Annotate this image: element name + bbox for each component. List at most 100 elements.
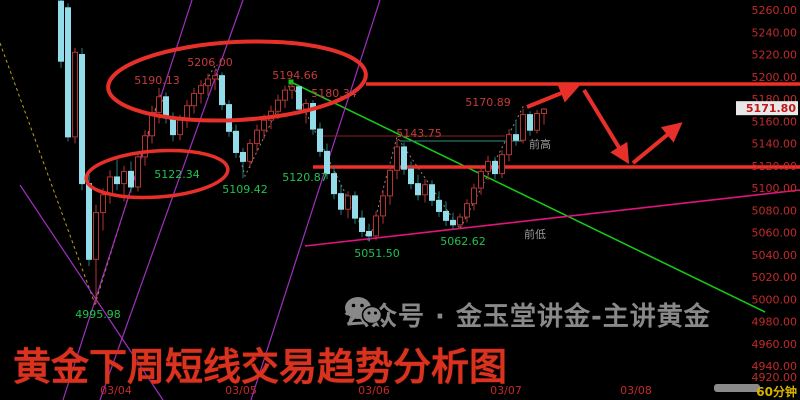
candle-down: [401, 146, 407, 170]
candle-down: [324, 150, 330, 175]
purple-channel-line-1[interactable]: [62, 0, 193, 400]
rising-pink-trendline[interactable]: [304, 189, 800, 247]
candle-up: [541, 108, 547, 115]
candle-down: [86, 183, 92, 260]
candle-down: [450, 219, 456, 226]
swing-label: 5194.66: [272, 69, 318, 82]
candle-up: [457, 216, 463, 226]
current-price-text: 5171.80: [746, 102, 796, 115]
y-axis-label: 5120.00: [752, 160, 798, 173]
candle-down: [366, 230, 372, 237]
candle-up: [534, 113, 540, 131]
swing-label: 4995.98: [75, 308, 121, 321]
candle-up: [345, 195, 351, 210]
candle-up: [72, 51, 78, 138]
candle-up: [198, 85, 204, 94]
candle-up: [478, 170, 484, 189]
candle-up: [387, 169, 393, 197]
low-highlight-ellipse: [84, 148, 230, 200]
candle-up: [380, 195, 386, 217]
swing-label: 5051.50: [354, 247, 400, 260]
forecast-arrow-up-2: [631, 122, 683, 165]
swing-label: 5062.62: [440, 235, 486, 248]
candle-down: [429, 184, 435, 201]
y-axis-label: 5160.00: [752, 115, 798, 128]
chart-title: 黄金下周短线交易趋势分析图: [13, 345, 508, 389]
candle-up: [177, 119, 183, 136]
y-axis-label: 5060.00: [752, 227, 798, 240]
candle-up: [261, 119, 267, 131]
candle-up: [485, 160, 491, 172]
candle-down: [527, 114, 533, 131]
candle-up: [205, 78, 211, 87]
forecast-arrow-up-1: [526, 83, 580, 109]
purple-channel-line-3[interactable]: [250, 0, 381, 400]
swing-label: 5206.00: [187, 56, 233, 69]
y-axis-label: 4960.00: [752, 338, 798, 351]
candle-down: [338, 193, 344, 210]
swing-label: 5190.13: [134, 74, 180, 87]
timeframe-label[interactable]: 60分钟: [756, 385, 797, 399]
swing-label: 5170.89: [465, 96, 511, 109]
x-axis-date: 03/08: [620, 384, 652, 397]
candle-up: [282, 89, 288, 101]
candle-up: [156, 96, 162, 113]
candle-up: [254, 129, 260, 145]
y-axis-label: 5000.00: [752, 293, 798, 306]
swing-label: 5122.34: [154, 168, 200, 181]
candle-down: [233, 130, 239, 153]
candle-down: [226, 104, 232, 132]
swing-label: 前高: [529, 137, 551, 151]
candle-up: [289, 86, 295, 91]
candle-down: [128, 170, 134, 188]
candle-down: [58, 0, 64, 62]
y-axis-label: 5080.00: [752, 204, 798, 217]
x-axis-date: 03/07: [490, 384, 522, 397]
candle-up: [191, 92, 197, 107]
candle-up: [100, 194, 106, 214]
current-price-tag: [736, 101, 798, 116]
candle-down: [492, 160, 498, 175]
candle-down: [310, 102, 316, 130]
scrollbar-thumb[interactable]: [714, 384, 760, 392]
time-axis: 60分钟 03/04 03/05 03/06 03/07 03/08: [0, 381, 800, 400]
candle-down: [296, 86, 302, 110]
swing-label: 5143.75: [396, 127, 442, 140]
y-axis-label: 4920.00: [752, 371, 798, 384]
candle-down: [513, 134, 519, 141]
candle-up: [471, 187, 477, 205]
candle-down: [359, 217, 365, 232]
y-axis-label: 5240.00: [752, 26, 798, 39]
candle-down: [219, 75, 225, 106]
purple-channel-line-2[interactable]: [99, 0, 244, 400]
swing-label: 5180.34: [311, 87, 357, 100]
candle-up: [212, 75, 218, 80]
candle-up: [373, 215, 379, 237]
descending-green-trendline[interactable]: [290, 81, 766, 313]
candle-up: [394, 146, 400, 171]
candle-up: [422, 184, 428, 196]
yellow-dashed-v: [0, 42, 161, 306]
candle-down: [317, 128, 323, 152]
candle-down: [436, 199, 442, 212]
candle-down: [352, 195, 358, 219]
x-axis-date: 03/06: [358, 384, 390, 397]
forecast-arrow-down: [582, 88, 630, 165]
candle-up: [247, 143, 253, 162]
purple-falling-line[interactable]: [19, 184, 164, 400]
y-axis-label: 5040.00: [752, 249, 798, 262]
candle-down: [240, 151, 246, 162]
swing-label: 5120.87: [282, 171, 328, 184]
candle-down: [443, 210, 449, 221]
swing-label: 前低: [524, 227, 546, 241]
candle-down: [415, 183, 421, 196]
candle-down: [408, 168, 414, 185]
top-highlight-ellipse: [106, 39, 368, 123]
candle-up: [464, 203, 470, 218]
swing-label: 5109.42: [222, 183, 268, 196]
candle-down: [331, 173, 337, 195]
y-axis-label: 5200.00: [752, 71, 798, 84]
candle-down: [65, 7, 71, 138]
